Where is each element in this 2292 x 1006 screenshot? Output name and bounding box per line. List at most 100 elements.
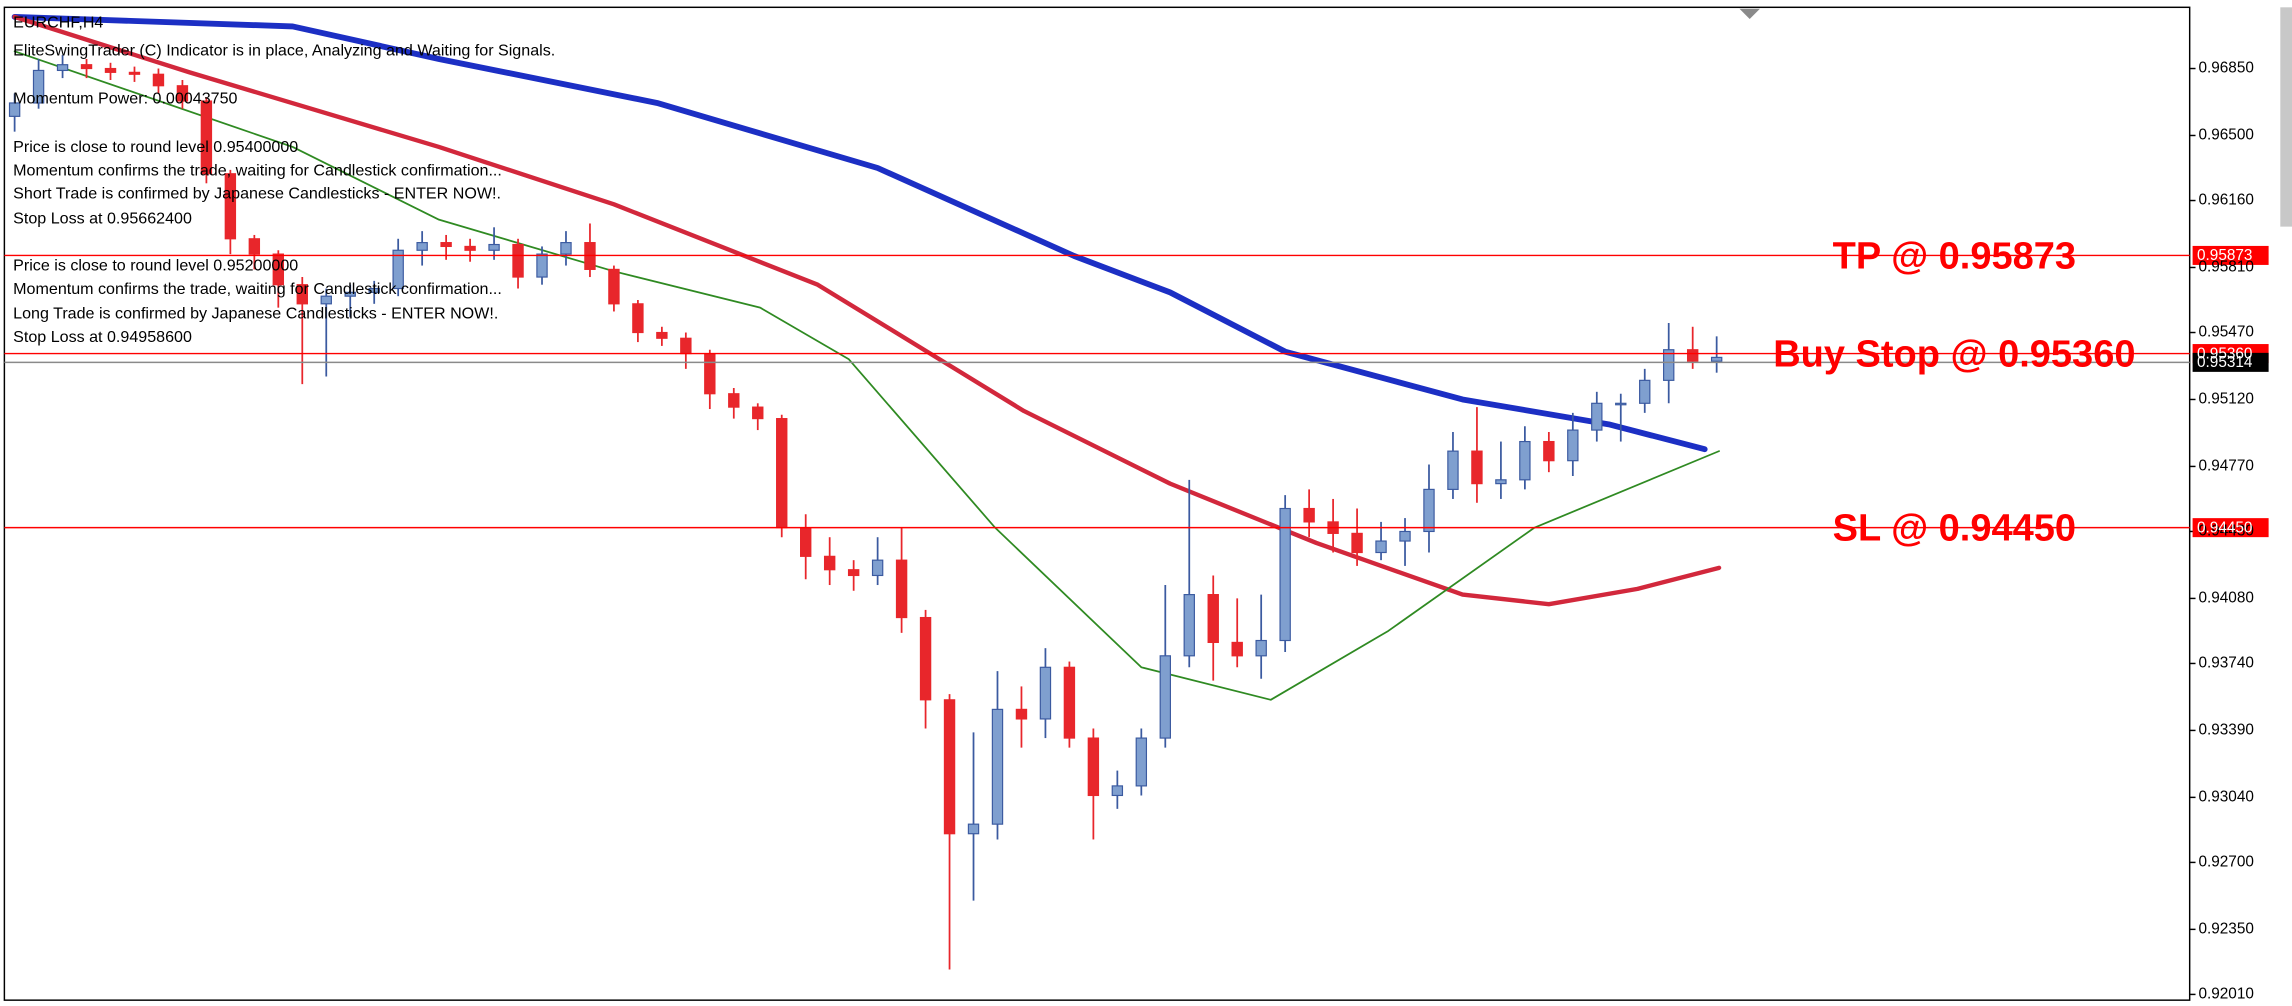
chart-title: EURCHF,H4 <box>13 14 103 32</box>
candle-body <box>1303 507 1315 523</box>
candle-body <box>464 245 476 251</box>
candle-body <box>632 303 644 334</box>
y-tick-label: 0.95810 <box>2198 259 2253 276</box>
candle-body <box>272 253 285 286</box>
candle-body <box>176 85 189 102</box>
info-line: Price is close to round level 0.95400000 <box>13 138 298 156</box>
candle-body <box>320 295 332 305</box>
candle-body <box>752 406 764 420</box>
level-label: 0.95360 <box>2197 345 2252 362</box>
level-label-box <box>2192 518 2269 538</box>
candle-body <box>680 337 692 355</box>
info-line: Momentum confirms the trade, waiting for… <box>13 161 502 179</box>
candle-body <box>8 102 21 117</box>
info-line: Momentum confirms the trade, waiting for… <box>13 280 502 298</box>
y-tick-label: 0.92350 <box>2198 920 2253 937</box>
info-line: Long Trade is confirmed by Japanese Cand… <box>13 305 498 323</box>
candle-body <box>104 67 117 73</box>
y-tick-label: 0.93390 <box>2198 721 2253 738</box>
candle-body <box>823 555 836 571</box>
candle-body <box>440 242 452 248</box>
candle-body <box>248 238 261 255</box>
y-tick-label: 0.94430 <box>2198 523 2253 540</box>
candle-body <box>1710 356 1723 362</box>
candle-body <box>967 823 980 835</box>
candle-body <box>1063 666 1076 739</box>
candle-body <box>200 100 213 175</box>
candle-body <box>1615 402 1627 406</box>
info-line: Stop Loss at 0.95662400 <box>13 210 192 228</box>
moving-average <box>13 50 1720 701</box>
candle-body <box>1351 532 1363 554</box>
candle-body <box>1159 655 1171 739</box>
shift-marker <box>1739 8 1760 20</box>
info-line: Short Trade is confirmed by Japanese Can… <box>13 185 501 203</box>
candle-body <box>847 569 860 577</box>
level-label: 0.95314 <box>2197 354 2253 371</box>
y-tick-label: 0.92010 <box>2198 985 2253 1002</box>
level-label: 0.95873 <box>2197 247 2252 264</box>
candle-body <box>1399 530 1411 542</box>
candle-body <box>1231 641 1243 657</box>
candle-body <box>991 708 1004 825</box>
candle-body <box>392 249 404 290</box>
y-tick-label: 0.94080 <box>2198 589 2253 606</box>
candle-body <box>1686 349 1699 362</box>
candle-body <box>1567 429 1579 462</box>
candle-body <box>32 69 45 104</box>
candle-body <box>1471 450 1483 485</box>
candle-body <box>368 287 380 293</box>
candle-body <box>608 268 620 305</box>
candle-body <box>56 64 69 72</box>
candle-body <box>1015 708 1028 720</box>
candle-body <box>344 291 356 297</box>
candle-body <box>1663 349 1675 381</box>
level-annotation: TP @ 0.95873 <box>1833 235 2076 277</box>
candle-body <box>1255 639 1267 657</box>
level-label-box <box>2192 245 2269 265</box>
candle-body <box>512 243 524 278</box>
candle-body <box>296 284 308 305</box>
plot-frame <box>3 6 2191 1001</box>
info-line: Stop Loss at 0.94958600 <box>13 328 192 346</box>
candle-body <box>800 527 812 557</box>
candle-body <box>224 173 237 240</box>
candle-body <box>1279 507 1291 642</box>
candle-body <box>128 71 141 75</box>
candle-body <box>1207 594 1219 644</box>
y-tick-label: 0.96500 <box>2198 127 2253 144</box>
marks <box>4 13 2269 996</box>
scrollbar <box>2280 7 2292 227</box>
y-tick-label: 0.93740 <box>2198 655 2253 672</box>
candle-body <box>1423 488 1435 533</box>
candle-body <box>560 242 572 255</box>
candle-body <box>488 243 500 251</box>
candle-body <box>536 253 548 278</box>
level-label: 0.94450 <box>2197 519 2252 536</box>
candle-body <box>1183 594 1195 657</box>
candle-body <box>919 616 932 701</box>
info-line: Price is close to round level 0.95200000 <box>13 256 298 274</box>
level-annotation: SL @ 0.94450 <box>1833 508 2076 550</box>
candle-body <box>80 64 93 70</box>
y-tick-label: 0.95120 <box>2198 391 2253 408</box>
candle-body <box>152 73 165 87</box>
candle-body <box>1087 737 1100 797</box>
candle-body <box>871 559 884 577</box>
candle-body <box>1375 540 1387 554</box>
candle-body <box>1519 440 1531 481</box>
candle-body <box>1495 479 1507 485</box>
y-tick-label: 0.96160 <box>2198 192 2253 209</box>
y-tick-label: 0.96850 <box>2198 60 2253 77</box>
candle-body <box>1639 379 1651 404</box>
candle-body <box>1591 402 1603 431</box>
info-line: EliteSwingTrader (C) Indicator is in pla… <box>13 41 555 59</box>
candle-body <box>943 699 956 835</box>
y-tick-label: 0.93040 <box>2198 788 2253 805</box>
y-tick-label: 0.94770 <box>2198 457 2253 474</box>
candle-body <box>656 331 668 339</box>
candle-body <box>776 418 788 529</box>
info-line: Momentum Power: 0.00043750 <box>13 90 237 108</box>
